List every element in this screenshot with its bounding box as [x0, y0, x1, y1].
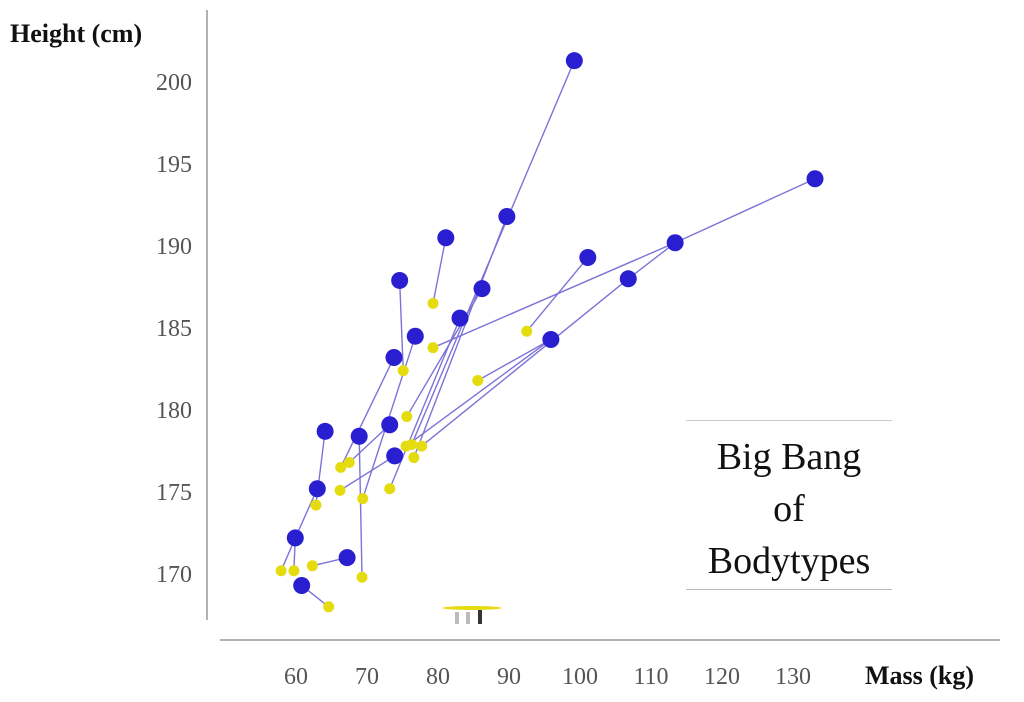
- blue-point: [565, 52, 583, 70]
- link-line: [432, 242, 676, 349]
- x-tick-label: 120: [704, 664, 740, 690]
- blue-point: [316, 422, 334, 440]
- x-tick-label: 90: [497, 664, 521, 690]
- blue-point: [437, 229, 455, 247]
- x-tick-label: 100: [562, 664, 598, 690]
- link-line: [477, 338, 552, 382]
- y-tick-label: 185: [156, 316, 192, 342]
- yellow-point: [343, 456, 355, 468]
- link-line: [432, 237, 447, 304]
- link-line: [389, 317, 461, 489]
- yellow-point: [357, 493, 369, 505]
- y-tick-label: 180: [156, 398, 192, 424]
- blue-point: [451, 309, 469, 327]
- x-tick-label: 110: [633, 664, 668, 690]
- blue-point: [385, 349, 403, 367]
- x-tick-label: 80: [426, 664, 450, 690]
- blue-point: [308, 480, 326, 498]
- yellow-point: [323, 601, 335, 613]
- blue-point: [666, 234, 684, 252]
- blue-point: [350, 427, 368, 445]
- link-line: [294, 488, 318, 539]
- blue-point: [386, 447, 404, 465]
- link-line: [339, 455, 396, 491]
- blue-point: [619, 270, 637, 288]
- link-line: [405, 338, 552, 447]
- blue-point: [579, 248, 597, 266]
- link-line: [627, 242, 676, 280]
- ticks-layer: 60 70 80 90 100 110 120 130 170 175 180 185 190 195 20…: [156, 70, 811, 690]
- y-tick-label: 190: [156, 234, 192, 260]
- blue-point: [391, 271, 409, 289]
- link-line: [674, 178, 816, 244]
- y-tick-label: 175: [156, 480, 192, 506]
- yellow-point: [356, 571, 368, 583]
- title-line-3: Bodytypes: [707, 540, 871, 582]
- blue-point: [806, 170, 824, 188]
- title-line-2: of: [773, 488, 805, 530]
- blue-point: [498, 207, 516, 225]
- x-tick-label: 70: [355, 664, 379, 690]
- yellow-point: [406, 438, 418, 450]
- blue-point: [473, 280, 491, 298]
- yellow-point: [310, 499, 322, 511]
- yellow-point: [427, 342, 439, 354]
- yellow-point: [306, 560, 318, 572]
- link-line: [340, 357, 395, 468]
- link-line: [421, 278, 629, 447]
- yellow-point: [275, 565, 287, 577]
- yellow-point: [416, 440, 428, 452]
- yellow-point: [408, 452, 420, 464]
- blue-point: [542, 330, 560, 348]
- y-tick-label: 170: [156, 562, 192, 588]
- yellow-point: [521, 325, 533, 337]
- yellow-point: [427, 297, 439, 309]
- x-tick-label: 130: [775, 664, 811, 690]
- figures-icon: [442, 606, 502, 624]
- y-axis-label: Height (cm): [10, 19, 142, 48]
- yellow-point: [401, 411, 413, 423]
- y-tick-label: 195: [156, 152, 192, 178]
- title-line-1: Big Bang: [716, 436, 862, 478]
- yellow-point: [397, 365, 409, 377]
- link-line: [358, 436, 363, 578]
- yellow-point: [384, 483, 396, 495]
- link-line: [406, 288, 483, 417]
- yellow-point: [335, 461, 347, 473]
- blue-point: [293, 576, 311, 594]
- blue-point: [338, 549, 356, 567]
- x-axis-label: Mass (kg): [865, 661, 974, 690]
- blue-point: [286, 529, 304, 547]
- y-tick-label: 200: [156, 70, 192, 96]
- points-layer: [275, 52, 824, 613]
- x-tick-label: 60: [284, 664, 308, 690]
- yellow-point: [472, 374, 484, 386]
- link-line: [413, 216, 508, 458]
- links-layer: [280, 60, 816, 608]
- yellow-point: [334, 484, 346, 496]
- link-line: [526, 257, 589, 332]
- link-line: [398, 280, 404, 371]
- chart-title: Big Bang of Bodytypes: [686, 420, 892, 590]
- link-line: [348, 424, 391, 463]
- blue-point: [406, 327, 424, 345]
- blue-point: [381, 416, 399, 434]
- yellow-point: [288, 565, 300, 577]
